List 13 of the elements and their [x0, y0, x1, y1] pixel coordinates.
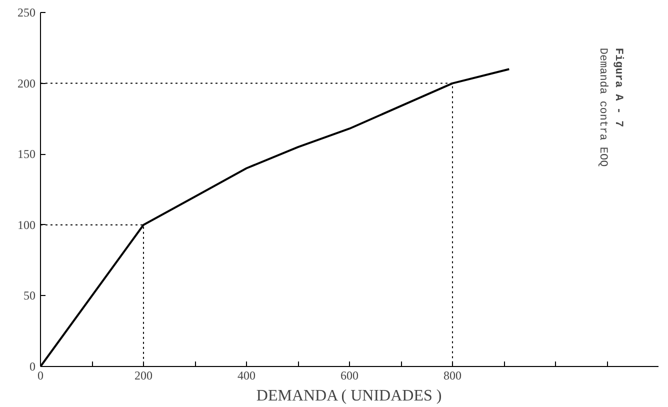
y-tick-label: 200	[18, 76, 36, 90]
annotation: Demanda contra EOQ	[596, 48, 609, 168]
x-tick-label: 800	[444, 368, 462, 382]
y-tick-label: 50	[24, 288, 36, 303]
y-tick-label: 250	[18, 6, 36, 20]
x-tick-label: 200	[134, 368, 152, 382]
x-tick-label: 600	[340, 368, 358, 382]
annotation: Figura A - 7	[612, 48, 624, 128]
y-tick-label: 0	[30, 360, 36, 374]
y-tick-label: 150	[18, 147, 36, 162]
y-tick-label: 100	[18, 218, 36, 232]
x-tick-label: 400	[238, 368, 256, 382]
x-axis-title: DEMANDA ( UNIDADES )	[256, 388, 442, 404]
